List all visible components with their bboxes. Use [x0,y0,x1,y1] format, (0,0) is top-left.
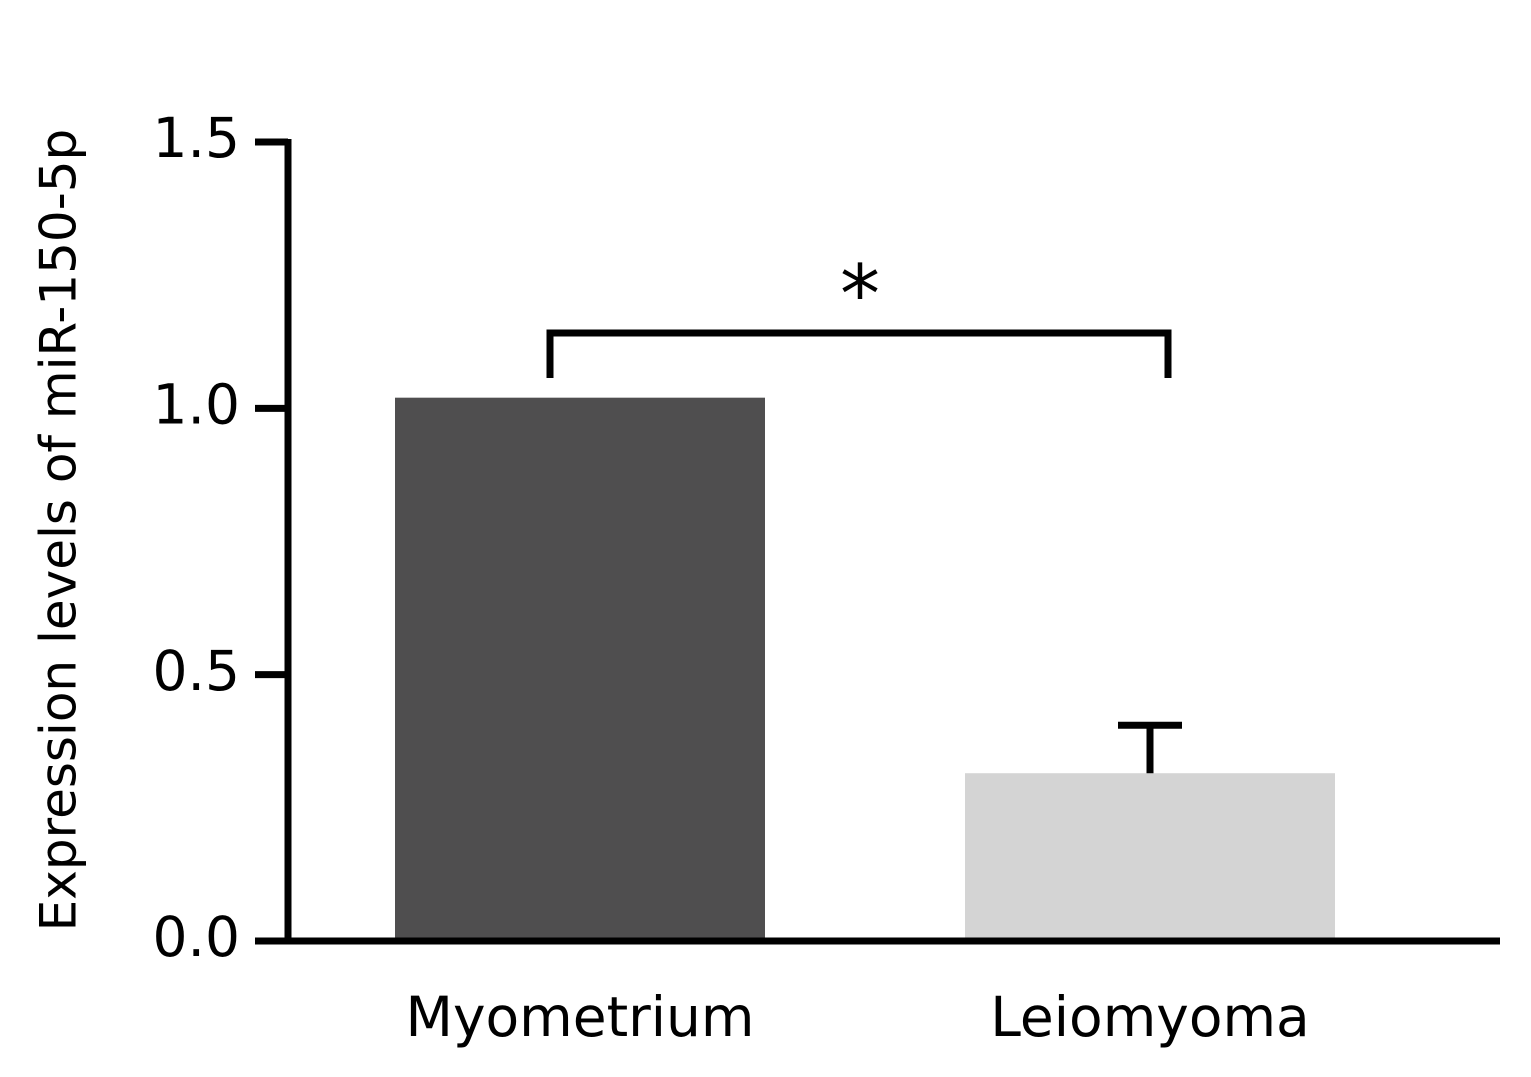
y-tick-label: 0.5 [153,639,240,703]
x-tick-label: Leiomyoma [990,985,1310,1049]
significance-bracket [546,329,1172,378]
error-bar [1118,721,1182,774]
bar [965,773,1335,941]
y-tick-label: 1.5 [153,106,240,170]
x-tick-label: Myometrium [406,985,755,1049]
significance-marker: * [840,248,880,341]
bar [395,397,765,941]
y-tick-label: 1.0 [153,372,240,436]
y-tick-label: 0.0 [153,905,240,969]
y-axis-label: Expression levels of miR-150-5p [30,129,88,932]
